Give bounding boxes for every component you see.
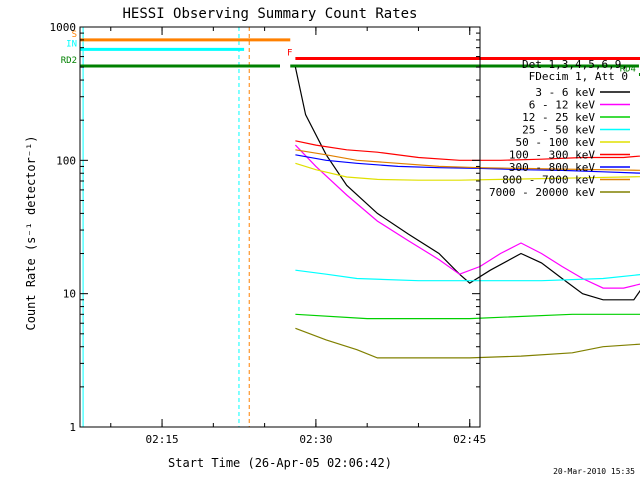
legend-label: 25 - 50 keV [522,124,595,137]
series-line [295,149,640,171]
legend-label: 3 - 6 keV [535,86,595,99]
legend-label: 7000 - 20000 keV [489,186,595,199]
timestamp: 20-Mar-2010 15:35 [553,467,635,476]
legend-header-line-2: FDecim 1, Att 0 [529,70,628,83]
y-tick-label: 1 [69,421,76,434]
series-line [294,66,640,301]
legend-label: 100 - 300 keV [509,149,595,162]
chart-title: HESSI Observing Summary Count Rates [122,6,417,22]
y-tick-label: 100 [56,154,76,167]
flag-label: RD2 [61,56,77,66]
flag-label: F [287,49,292,59]
y-axis-label: Count Rate (s⁻¹ detector⁻¹) [24,135,38,330]
series-line [295,269,640,282]
flag-label: S [72,30,77,40]
legend-label: 12 - 25 keV [522,111,595,124]
x-tick-label: 02:30 [299,433,332,446]
plot-area: SIN F RD2 RD4 1 10 100 1000 02:15 02:30 02:45 [50,21,640,446]
series-line [295,154,640,174]
axes-frame [79,26,481,428]
legend-label: 50 - 100 keV [516,136,596,149]
y-tick-label: 10 [63,288,76,301]
x-tick-label: 02:45 [453,433,486,446]
x-tick-label: 02:15 [145,433,178,446]
legend-label: 6 - 12 keV [529,99,596,112]
series-line [295,162,640,181]
legend-label: 300 - 800 keV [509,161,595,174]
series-line [295,313,640,320]
x-axis-label: Start Time (26-Apr-05 02:06:42) [168,456,392,470]
legend-label: 800 - 7000 keV [502,174,595,187]
y-tick-label: 1000 [50,21,77,34]
series-line [295,327,640,359]
series-line [294,144,640,289]
flag-label: RD4 [620,65,636,75]
series-line [295,140,640,161]
flag-label: IN [66,39,77,49]
legend-header-line-1: Det 1,3,4,5,6,9, [522,58,628,71]
